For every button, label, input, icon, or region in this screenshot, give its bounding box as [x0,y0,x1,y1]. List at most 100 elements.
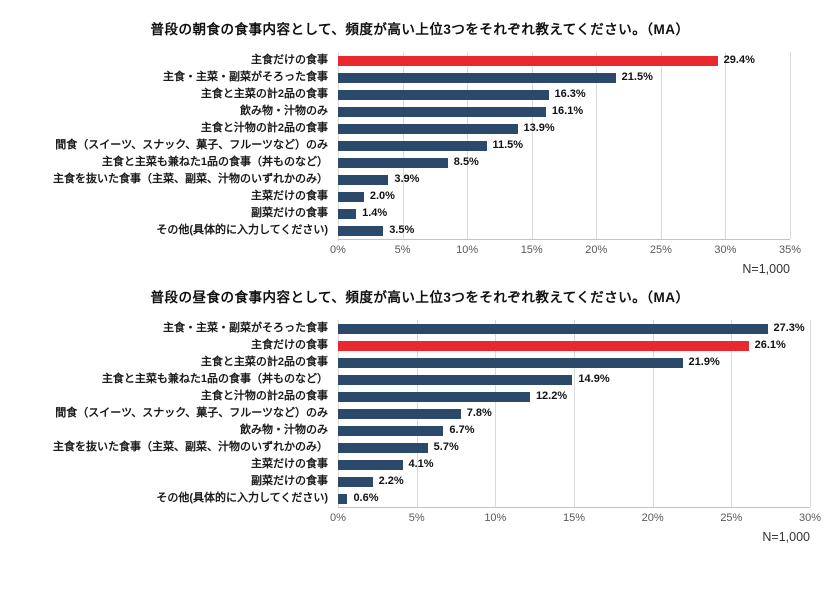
bar-cell: 11.5% [338,137,790,154]
bar [338,123,518,134]
axis-tick-label: 25% [649,244,672,256]
bar-row: 副菜だけの食事 2.2% [16,473,824,490]
bar-cell: 3.5% [338,222,790,239]
value-label: 3.5% [389,224,415,236]
category-label: その他(具体的に入力してください) [156,492,328,504]
bar-row: 飲み物・汁物のみ 16.1% [16,103,824,120]
bar [338,72,616,83]
bar-cell: 6.7% [338,422,810,439]
highlighted-bar [338,55,718,66]
category-label: 主食と主菜の計2品の食事 [200,88,328,100]
bar-row: 副菜だけの食事 1.4% [16,205,824,222]
bar-cell: 13.9% [338,120,790,137]
category-label: 主食を抜いた食事（主菜、副菜、汁物のいずれかのみ） [53,441,328,453]
axis-tick-label: 0% [330,512,346,524]
bar-cell: 2.2% [338,473,810,490]
bar-cell: 27.3% [338,320,810,337]
category-label: 間食（スイーツ、スナック、菓子、フルーツなど）のみ [55,139,328,151]
bar-cell: 29.4% [338,52,790,69]
bar [338,140,487,151]
bar-cell: 21.9% [338,354,810,371]
value-label: 2.0% [369,190,395,202]
value-label: 21.9% [688,356,720,368]
value-label: 4.1% [408,458,434,470]
chart-title: 普段の朝食の食事内容として、頻度が高い上位3つをそれぞれ教えてください。（MA） [150,22,690,37]
chart-title: 普段の昼食の食事内容として、頻度が高い上位3つをそれぞれ教えてください。（MA） [150,290,690,305]
value-label: 0.6% [353,492,379,504]
bar [338,408,461,419]
bar-cell: 1.4% [338,205,790,222]
bar-cell: 4.1% [338,456,810,473]
category-label: 主菜だけの食事 [251,190,328,202]
bar [338,89,549,100]
bar [338,357,683,368]
bar-row: 主食・主菜・副菜がそろった食事 27.3% [16,320,824,337]
bar-row: 主食と主菜も兼ねた1品の食事（丼ものなど） 8.5% [16,154,824,171]
axis-tick-label: 25% [720,512,743,524]
category-label: 主食・主菜・副菜がそろった食事 [163,71,328,83]
axis-tick-label: 5% [394,244,411,256]
axis-tick-label: 15% [562,512,586,524]
bar-row: 間食（スイーツ、スナック、菓子、フルーツなど）のみ 7.8% [16,405,824,422]
value-label: 26.1% [754,339,786,351]
value-label: 16.1% [551,105,584,117]
bar-row: 主食を抜いた食事（主菜、副菜、汁物のいずれかのみ） 5.7% [16,439,824,456]
bar [338,191,364,202]
bar-row: 主食と主菜の計2品の食事 16.3% [16,86,824,103]
bar-cell: 5.7% [338,439,810,456]
bar-cell: 26.1% [338,337,810,354]
bar-row: 主食と汁物の計2品の食事 12.2% [16,388,824,405]
axis-tick-label: 15% [520,244,543,256]
category-label: 主食と主菜も兼ねた1品の食事（丼ものなど） [101,156,328,168]
bar-row: 主食だけの食事 26.1% [16,337,824,354]
category-label: 飲み物・汁物のみ [240,105,328,117]
bar [338,442,428,453]
axis-tick-label: 20% [641,512,664,524]
x-axis: 0% 5% 10% 15% 20% 25% 30% [330,507,821,526]
category-label: 副菜だけの食事 [251,207,328,219]
value-label: 5.7% [433,441,459,453]
category-label: 主食だけの食事 [251,54,328,66]
bar [338,425,444,436]
category-label: 主食と汁物の計2品の食事 [200,390,328,402]
bar [338,323,768,334]
axis-tick-label: 5% [408,512,425,524]
category-label: 主食と主菜の計2品の食事 [200,356,328,368]
bar-row: その他(具体的に入力してください) 3.5% [16,222,824,239]
bar-row: 主食と主菜も兼ねた1品の食事（丼ものなど） 14.9% [16,371,824,388]
value-label: 14.9% [578,373,610,385]
bar-row: 主食を抜いた食事（主菜、副菜、汁物のいずれかのみ） 3.9% [16,171,824,188]
category-label: 主食と汁物の計2品の食事 [200,122,328,134]
category-label: その他(具体的に入力してください) [156,224,328,236]
highlighted-bar [338,340,749,351]
breakfast-chart: 普段の朝食の食事内容として、頻度が高い上位3つをそれぞれ教えてください。（MA）… [16,18,824,276]
bar [338,374,573,385]
sample-size-label: N=1,000 [742,262,790,276]
value-label: 16.3% [554,88,586,100]
value-label: 6.7% [449,424,475,436]
bar-row: 主食だけの食事 29.4% [16,52,824,69]
bar [338,157,448,168]
bar [338,391,530,402]
value-label: 1.4% [362,207,388,219]
plot-area: 主食・主菜・副菜がそろった食事 27.3% 主食だけの食事 26.1% 主食と主菜の計2… [16,320,824,507]
category-label: 主食と主菜も兼ねた1品の食事（丼ものなど） [101,373,328,385]
bar [338,476,373,487]
axis-tick-label: 20% [585,244,608,256]
value-label: 11.5% [492,139,524,151]
sample-size-label: N=1,000 [762,530,810,544]
bar [338,174,389,185]
survey-charts-page: 普段の朝食の食事内容として、頻度が高い上位3つをそれぞれ教えてください。（MA）… [16,18,824,544]
axis-tick-label: 35% [778,244,802,256]
category-label: 主食だけの食事 [251,339,328,351]
value-label: 3.9% [394,173,420,185]
bar-cell: 14.9% [338,371,810,388]
bar-row: 主食と汁物の計2品の食事 13.9% [16,120,824,137]
value-label: 8.5% [453,156,479,168]
bar [338,208,357,219]
bar-cell: 3.9% [338,171,790,188]
category-label: 主食を抜いた食事（主菜、副菜、汁物のいずれかのみ） [53,173,328,185]
category-label: 飲み物・汁物のみ [240,424,328,436]
value-label: 13.9% [523,122,555,134]
bar [338,459,403,470]
